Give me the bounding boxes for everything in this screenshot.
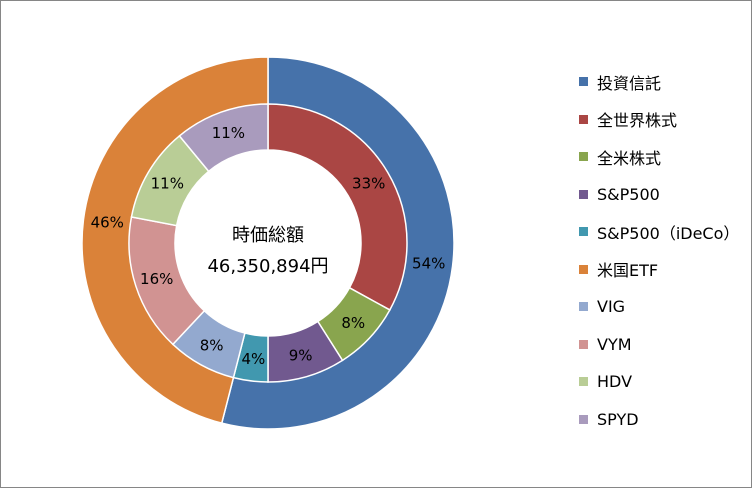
- legend-item-6: VIG: [579, 288, 749, 326]
- center-value: 46,350,894円: [207, 256, 328, 277]
- inner-slice-label-0: 33%: [352, 174, 385, 192]
- legend-swatch: [579, 189, 588, 199]
- legend-item-9: SPYD: [579, 401, 749, 439]
- legend-swatch: [579, 227, 588, 237]
- center-label: 時価総額: [232, 225, 304, 246]
- legend-label: S&P500: [597, 184, 660, 204]
- legend-swatch: [579, 114, 588, 124]
- legend-item-8: HDV: [579, 363, 749, 401]
- legend-item-3: S&P500: [579, 176, 749, 214]
- legend-label: HDV: [597, 372, 633, 392]
- legend-swatch: [579, 152, 588, 162]
- legend-label: 米国ETF: [597, 261, 659, 281]
- inner-slice-label-7: 11%: [212, 124, 245, 142]
- legend-label: SPYD: [597, 409, 639, 429]
- outer-slice-label-1: 46%: [91, 214, 124, 232]
- inner-ring: [128, 103, 408, 383]
- inner-slice-label-5: 16%: [140, 270, 173, 288]
- legend-swatch: [579, 302, 588, 312]
- legend-label: VYM: [597, 334, 632, 354]
- legend-item-0: 投資信託: [579, 63, 749, 101]
- inner-slice-0: [267, 103, 408, 311]
- inner-slice-label-4: 8%: [200, 337, 224, 355]
- legend-swatch: [579, 377, 588, 387]
- legend-item-2: 全米株式: [579, 138, 749, 176]
- inner-slice-label-2: 9%: [289, 346, 313, 364]
- legend-swatch: [579, 339, 588, 349]
- legend-label: 投資信託: [597, 73, 662, 93]
- legend-label: 全世界株式: [597, 111, 678, 131]
- legend-swatch: [579, 414, 588, 424]
- slice-labels: 54% 46% 33% 8% 9% 4% 8% 16% 11% 11%: [91, 124, 446, 368]
- legend-swatch: [579, 77, 588, 87]
- legend-swatch: [579, 264, 588, 274]
- legend-item-1: 全世界株式: [579, 101, 749, 139]
- legend-item-7: VYM: [579, 326, 749, 364]
- inner-slice-label-3: 4%: [241, 350, 265, 368]
- legend-item-5: 米国ETF: [579, 251, 749, 289]
- inner-slice-label-6: 11%: [151, 174, 184, 192]
- inner-slice-label-1: 8%: [341, 314, 365, 332]
- legend-item-4: S&P500（iDeCo）: [579, 213, 749, 251]
- legend-label: VIG: [597, 297, 626, 317]
- legend: 投資信託全世界株式全米株式 S&P500 S&P500（iDeCo） 米国ETF VIG…: [579, 63, 749, 438]
- outer-slice-label-0: 54%: [412, 254, 445, 272]
- legend-label: S&P500（iDeCo）: [597, 223, 740, 243]
- legend-label: 全米株式: [597, 148, 662, 168]
- inner-slice-7: [178, 103, 269, 173]
